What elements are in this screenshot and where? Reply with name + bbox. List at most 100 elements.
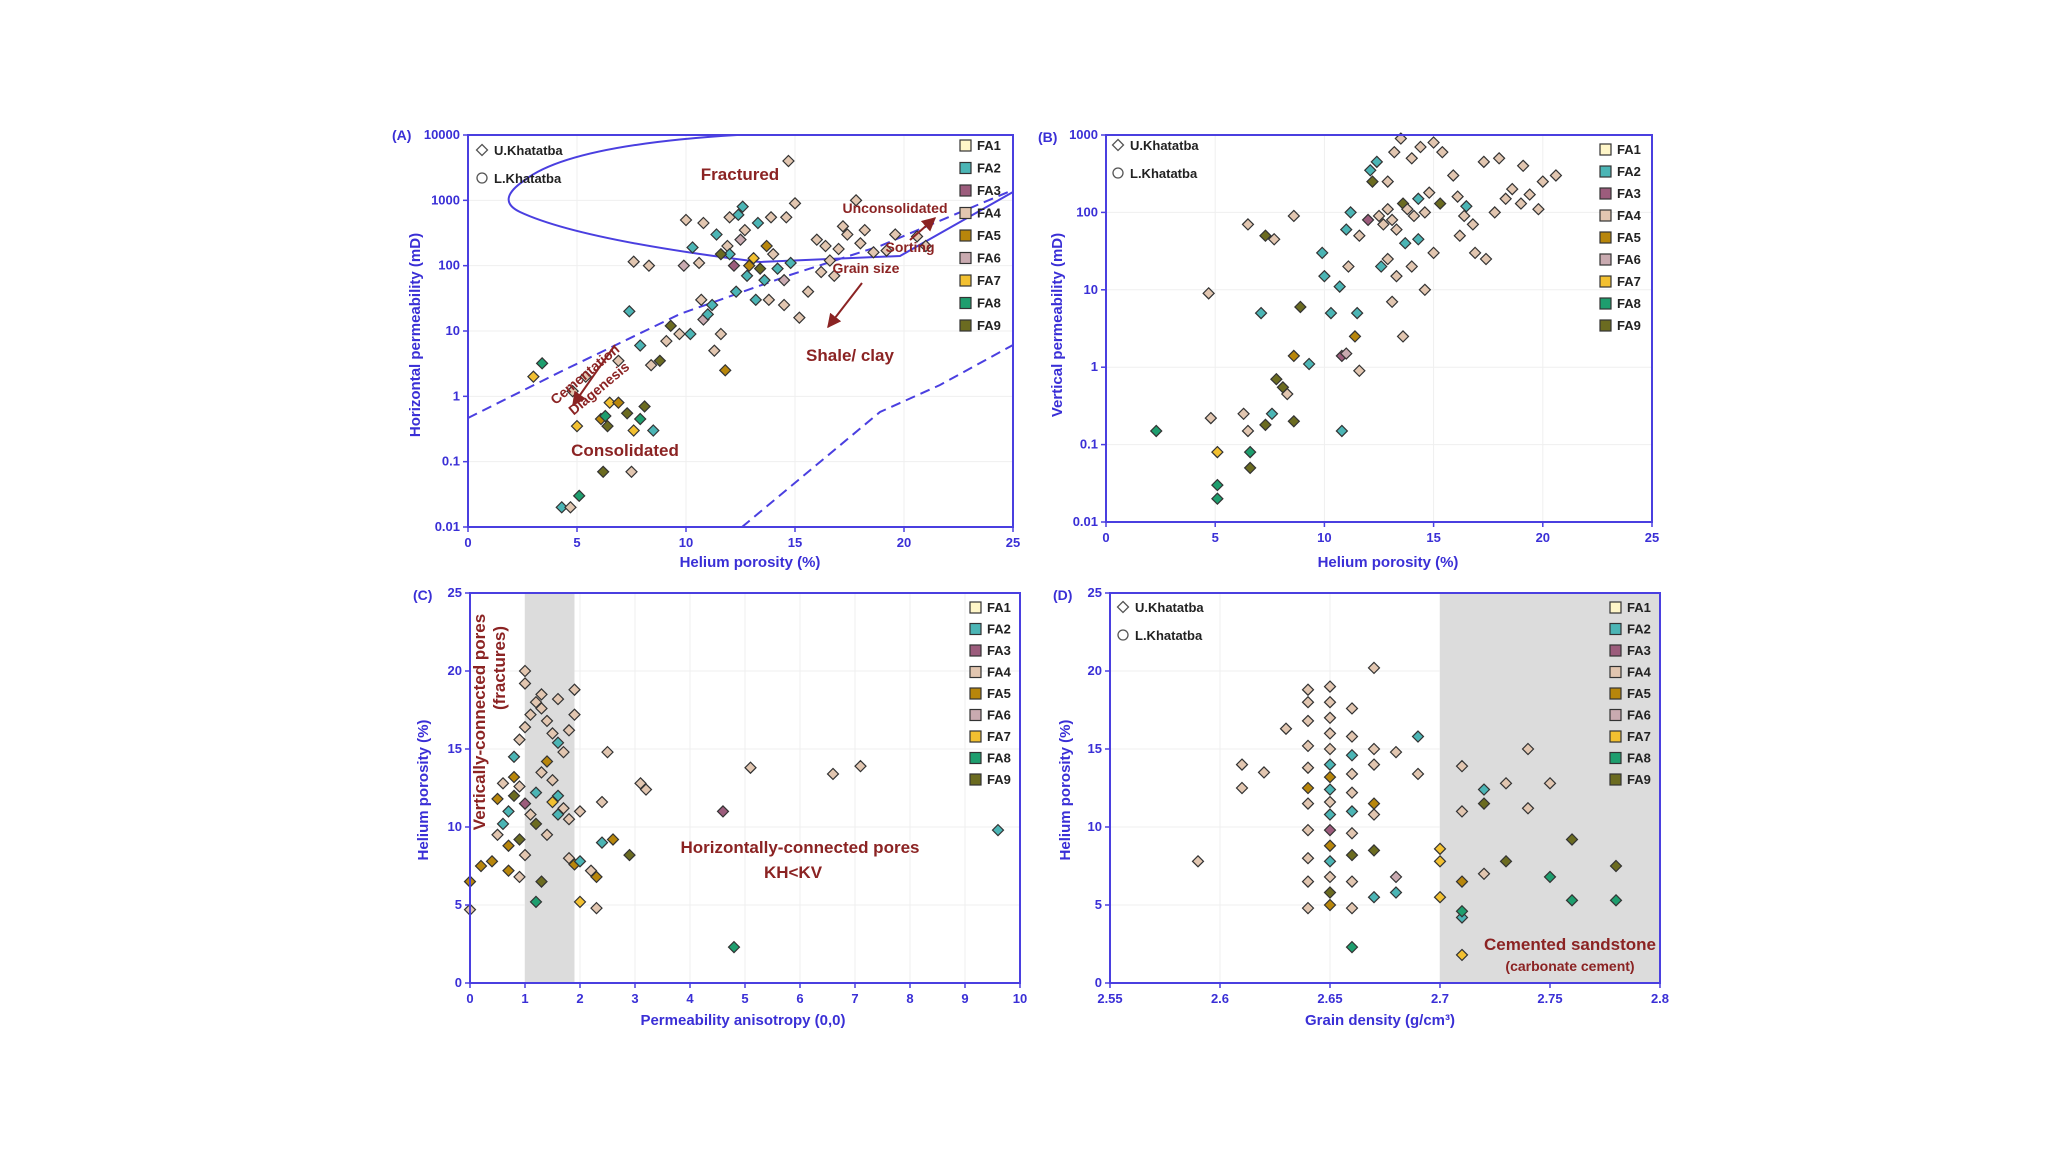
panel-c-ytick-label: 25 bbox=[448, 585, 462, 600]
data-point bbox=[633, 339, 647, 352]
data-point bbox=[1457, 209, 1471, 223]
data-point bbox=[849, 193, 863, 207]
panel-c-xtick-label: 8 bbox=[906, 991, 913, 1006]
data-point bbox=[1468, 246, 1482, 260]
data-point bbox=[660, 334, 673, 348]
data-point bbox=[1323, 854, 1337, 868]
data-point bbox=[1235, 781, 1249, 795]
data-point bbox=[1352, 364, 1366, 378]
data-point bbox=[1411, 730, 1425, 743]
data-point bbox=[747, 251, 760, 265]
panel-c-facies-legend: FA1 FA2 FA3 FA4 FA5 FA6 FA7 FA8 FA9 bbox=[969, 600, 1012, 787]
data-point bbox=[1433, 890, 1447, 904]
data-point bbox=[840, 228, 854, 241]
data-point bbox=[502, 839, 515, 853]
data-point bbox=[1301, 823, 1315, 837]
data-point bbox=[1455, 904, 1469, 918]
panel-b-frame bbox=[1105, 134, 1653, 523]
data-point bbox=[1339, 347, 1353, 360]
data-point bbox=[1523, 188, 1537, 201]
legend-swatch-fa7 bbox=[1599, 275, 1612, 288]
data-point bbox=[779, 210, 793, 224]
data-point bbox=[474, 859, 488, 873]
panel-d-y-ticks: 0 5 10 15 20 25 bbox=[1088, 585, 1110, 990]
data-point bbox=[535, 875, 548, 888]
data-point bbox=[546, 773, 559, 787]
data-point bbox=[603, 396, 617, 410]
data-point bbox=[1492, 151, 1506, 165]
legend-swatch-fa2 bbox=[1599, 165, 1612, 178]
data-point bbox=[601, 745, 614, 759]
data-point bbox=[723, 247, 736, 261]
panel-b-facies-legend: FA1 FA2 FA3 FA4 FA5 FA6 FA7 FA8 FA9 bbox=[1599, 142, 1642, 333]
panel-c-xtick-label: 0 bbox=[466, 991, 473, 1006]
panel-c-ytick-label: 10 bbox=[448, 819, 462, 834]
data-point bbox=[1414, 140, 1427, 154]
annotation-carbonate-cement: (carbonate cement) bbox=[1505, 958, 1634, 974]
data-point bbox=[568, 708, 581, 722]
data-point bbox=[625, 465, 638, 479]
legend-label-fa9: FA9 bbox=[1627, 772, 1651, 787]
data-point bbox=[1345, 826, 1359, 840]
data-point bbox=[551, 808, 565, 821]
data-point bbox=[644, 358, 658, 372]
panel-a-facies-legend: FA1 FA2 FA3 FA4 FA5 FA6 FA7 FA8 FA9 bbox=[959, 138, 1002, 333]
data-point bbox=[1301, 875, 1315, 888]
legend-swatch-fa3 bbox=[1609, 644, 1622, 657]
data-point bbox=[1270, 372, 1283, 386]
data-point bbox=[677, 259, 691, 273]
data-point bbox=[612, 354, 625, 368]
data-point bbox=[562, 812, 576, 826]
data-point bbox=[590, 901, 603, 915]
data-point bbox=[714, 327, 728, 341]
data-point bbox=[1418, 283, 1432, 297]
data-point bbox=[1418, 206, 1432, 219]
data-point bbox=[540, 755, 554, 768]
data-point bbox=[1609, 893, 1623, 907]
data-point bbox=[570, 419, 584, 433]
panel-c-xtick-label: 5 bbox=[741, 991, 748, 1006]
panel-a-ytick-label: 0.1 bbox=[442, 454, 460, 469]
legend-symbol-diamond bbox=[1116, 600, 1130, 614]
legend-swatch-fa1 bbox=[1609, 601, 1622, 614]
data-point bbox=[1370, 155, 1384, 169]
legend-swatch-fa4 bbox=[969, 665, 982, 679]
data-point bbox=[867, 245, 880, 259]
annotation-sorting: Sorting bbox=[886, 239, 935, 255]
data-point bbox=[1521, 801, 1535, 815]
legend-label-fa2: FA2 bbox=[1617, 164, 1641, 179]
data-point bbox=[1367, 844, 1381, 857]
data-point bbox=[1241, 424, 1255, 438]
legend-label-fa5: FA5 bbox=[977, 228, 1001, 243]
legend-label-fa5: FA5 bbox=[1617, 230, 1641, 245]
data-point bbox=[639, 783, 653, 796]
panel-d-ytick-label: 5 bbox=[1095, 897, 1102, 912]
data-point bbox=[1427, 246, 1440, 260]
data-point bbox=[1323, 758, 1337, 771]
legend-swatch-fa7 bbox=[959, 274, 972, 287]
data-point bbox=[1323, 742, 1337, 756]
legend-label-fa8: FA8 bbox=[977, 296, 1001, 311]
data-point bbox=[518, 677, 532, 690]
data-point bbox=[524, 808, 537, 821]
data-point bbox=[1149, 424, 1163, 438]
legend-label-fa5: FA5 bbox=[987, 686, 1011, 701]
data-point bbox=[1532, 202, 1545, 216]
data-point bbox=[1323, 808, 1337, 821]
data-point bbox=[535, 688, 548, 701]
legend-label-fa1: FA1 bbox=[1627, 600, 1651, 615]
annotation-horizontally-connected: Horizontally-connected pores bbox=[681, 838, 920, 857]
data-point bbox=[1381, 202, 1395, 216]
data-point bbox=[1348, 330, 1362, 343]
data-point bbox=[1345, 848, 1359, 862]
data-point bbox=[1367, 661, 1381, 675]
data-point bbox=[627, 255, 641, 269]
panel-c: (C) 0 1 2 3 4 5 6 7 8 9 10 0 5 10 15 20 25 Permeability… bbox=[413, 585, 1027, 1029]
legend-label-fa3: FA3 bbox=[987, 643, 1011, 658]
data-point bbox=[1455, 948, 1469, 962]
data-point bbox=[1427, 136, 1440, 149]
panel-c-xtick-label: 4 bbox=[686, 991, 694, 1006]
legend-label-fa7: FA7 bbox=[1617, 274, 1641, 289]
data-point bbox=[529, 895, 543, 909]
data-point bbox=[529, 786, 543, 800]
